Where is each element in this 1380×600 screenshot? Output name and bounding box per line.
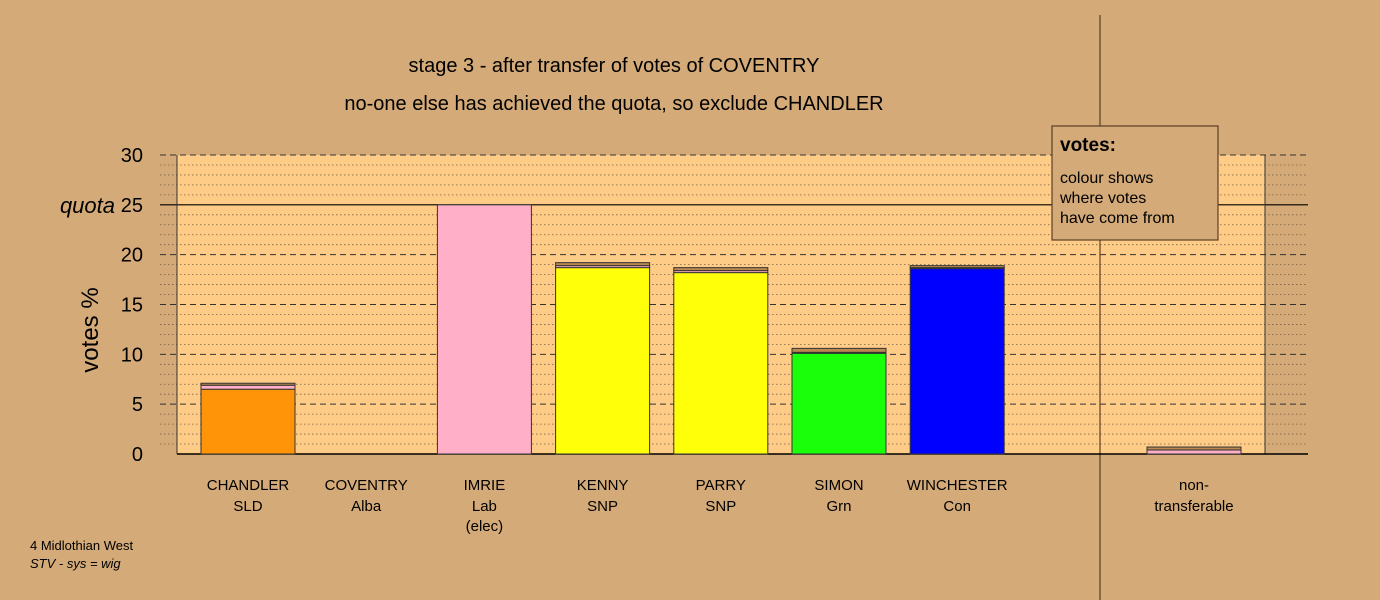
x-tick-label-party: Con xyxy=(943,498,971,515)
bar-segment xyxy=(673,272,769,455)
bar-segment xyxy=(555,262,651,267)
y-tick-label: 30 xyxy=(121,145,143,167)
x-tick-label-note: (elec) xyxy=(466,518,504,535)
y-tick-label: 10 xyxy=(121,344,143,366)
x-tick-label-name: PARRY xyxy=(696,477,746,494)
x-tick-label-party: SNP xyxy=(587,498,618,515)
bar-segment xyxy=(791,352,887,455)
constituency-label: 4 Midlothian West xyxy=(30,538,134,553)
nontransferable-bar-segment xyxy=(1146,446,1242,451)
y-tick-label: 15 xyxy=(121,295,143,317)
nontransferable-label: non- xyxy=(1179,477,1209,494)
y-tick-label: 20 xyxy=(121,245,143,267)
nontransferable-bar-segment xyxy=(1146,449,1242,455)
x-tick-label-party: Alba xyxy=(351,498,382,515)
y-axis-label: votes % xyxy=(77,287,104,372)
x-tick-label-party: SNP xyxy=(705,498,736,515)
bar-segment xyxy=(673,267,769,272)
x-tick-label-name: SIMON xyxy=(814,477,863,494)
system-label: STV - sys = wig xyxy=(30,556,121,571)
bar-segment xyxy=(200,384,296,390)
bar-segment xyxy=(909,268,1005,455)
x-tick-label-name: WINCHESTER xyxy=(907,477,1008,494)
bar-segment xyxy=(436,204,532,455)
y-tick-label: 0 xyxy=(132,444,143,466)
chart-title: stage 3 - after transfer of votes of COV… xyxy=(409,55,820,77)
plot-area: 0 5 10 15 20 25 30 quota votes % CHANDLER SLD COVEN… xyxy=(60,15,1308,600)
x-tick-label-party: SLD xyxy=(233,498,262,515)
legend-line: where votes xyxy=(1059,190,1146,207)
bar-segment xyxy=(200,388,296,455)
y-tick-label: 5 xyxy=(132,394,143,416)
legend-line: have come from xyxy=(1060,210,1175,227)
x-tick-label-name: COVENTRY xyxy=(325,477,408,494)
x-tick-label-name: CHANDLER xyxy=(207,477,290,494)
bar-segment xyxy=(200,382,296,386)
legend-line: colour shows xyxy=(1060,170,1153,187)
nontransferable-label: transferable xyxy=(1154,498,1233,515)
quota-label: quota xyxy=(60,193,115,218)
bar-segment xyxy=(791,347,887,353)
x-tick-label-name: IMRIE xyxy=(464,477,506,494)
footer: 4 Midlothian West STV - sys = wig xyxy=(30,537,133,573)
y-tick-label: 25 xyxy=(121,195,143,217)
legend-box xyxy=(1051,125,1219,241)
bar-segment xyxy=(909,265,1005,269)
x-tick-label-name: KENNY xyxy=(577,477,629,494)
x-tick-label-party: Lab xyxy=(472,498,497,515)
bar-segment xyxy=(555,267,651,455)
chart-subtitle: no-one else has achieved the quota, so e… xyxy=(344,93,883,115)
legend: votes: colour shows where votes have come f… xyxy=(1051,125,1219,241)
x-tick-label-party: Grn xyxy=(826,498,851,515)
legend-title: votes: xyxy=(1060,135,1116,156)
